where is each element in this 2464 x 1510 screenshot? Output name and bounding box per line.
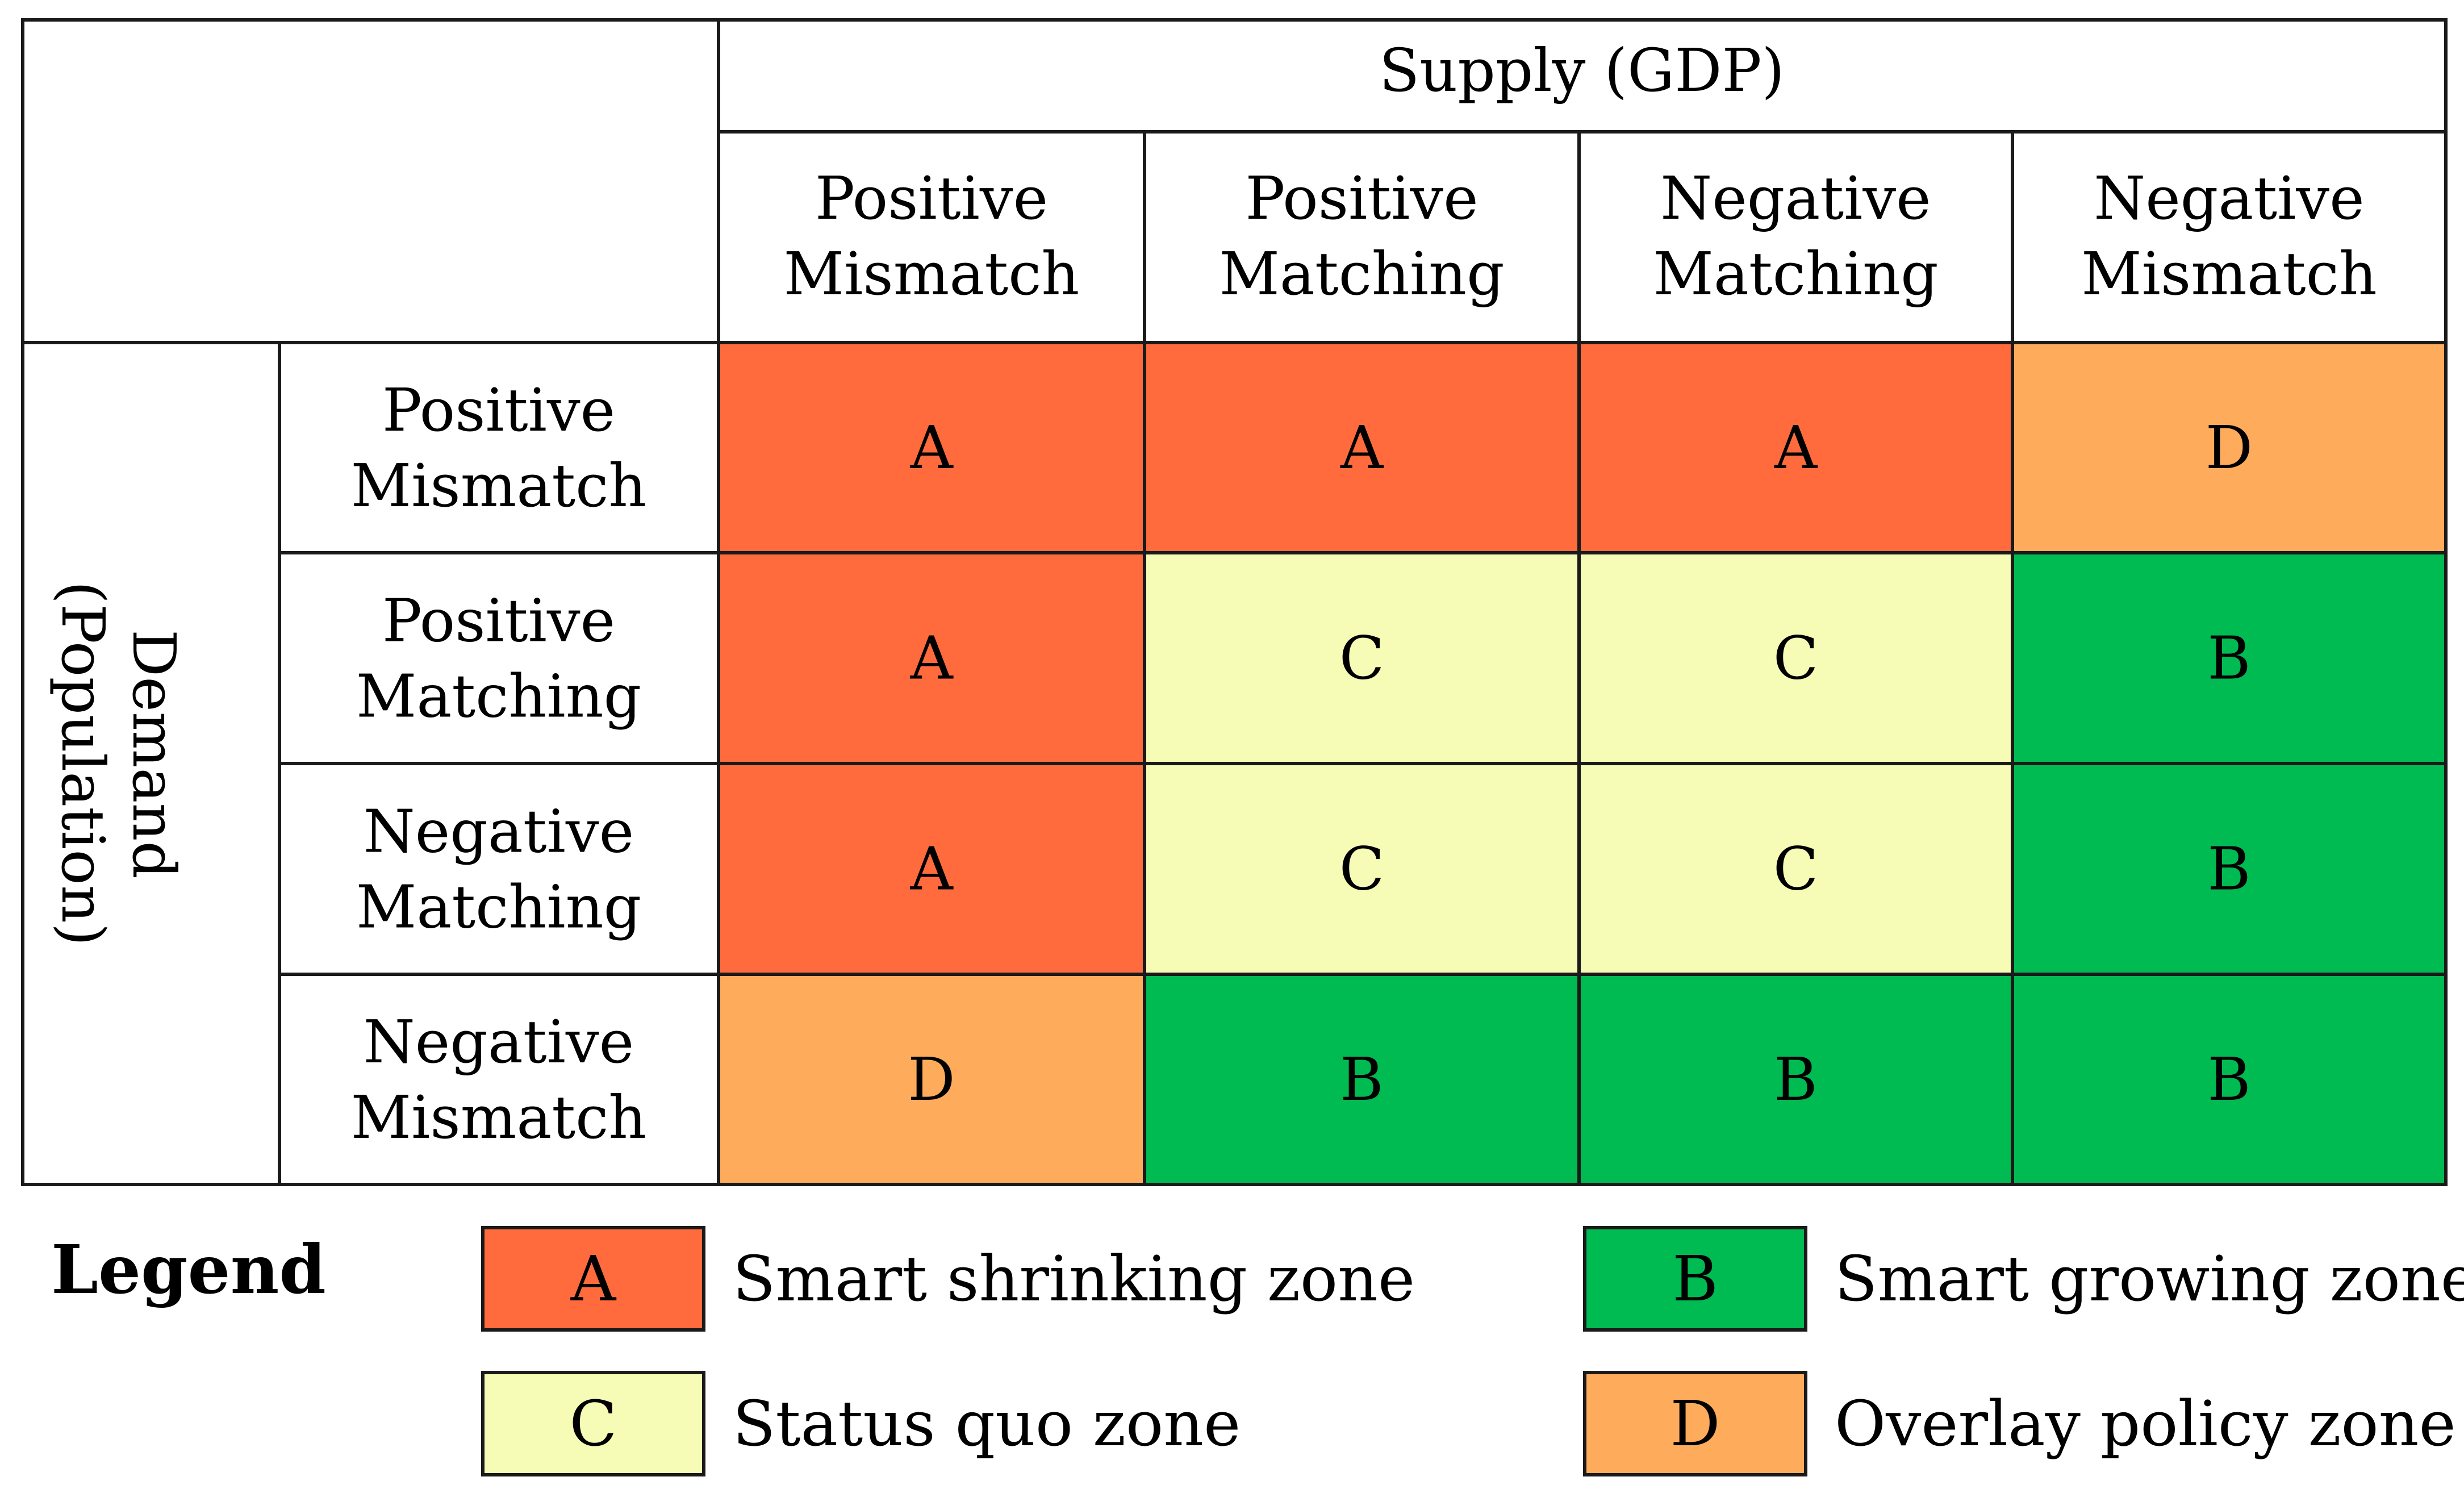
zone-cell-r3-c4: [2012, 764, 2446, 974]
demand-header: Demand (Population): [48, 581, 189, 946]
legend-title: Legend: [51, 1230, 326, 1309]
row-header-1-line-1: Positive: [382, 376, 615, 445]
legend-swatch-d: D: [1583, 1371, 1807, 1476]
row-header-3-line-1: Negative: [364, 797, 634, 866]
row-header-4-line-1: Negative: [364, 1007, 634, 1077]
zone-cell-label-r1-c2: A: [1340, 413, 1384, 482]
row-header-2-line-1: Positive: [382, 586, 615, 656]
zone-matrix: A A A DA C C BA C C BD B B B Supply (GDP) PositiveMi…: [21, 18, 2448, 1186]
zone-cell-r4-c2: [1145, 974, 1579, 1184]
legend-label-b: Smart growing zone: [1835, 1242, 2464, 1315]
zone-cell-label-r4-c1: D: [908, 1045, 955, 1114]
legend-label-a: Smart shrinking zone: [733, 1242, 1415, 1315]
zone-cell-label-r1-c3: A: [1774, 413, 1818, 482]
zone-cell-label-r1-c1: A: [909, 413, 954, 482]
demand-header-line-2: (Population): [48, 581, 118, 946]
legend-swatch-d-code: D: [1670, 1387, 1720, 1460]
zone-cell-label-r3-c3: C: [1773, 835, 1819, 904]
legend-swatch-c-code: C: [569, 1387, 617, 1460]
legend-swatch-a: A: [481, 1226, 705, 1332]
zone-cell-label-r1-c4: D: [2206, 413, 2253, 482]
zone-cell-label-r4-c4: B: [2207, 1045, 2250, 1114]
column-header-3-line-1: Negative: [1660, 164, 1931, 233]
zone-cell-label-r3-c1: A: [909, 835, 954, 904]
row-header-1-line-2: Mismatch: [351, 451, 647, 520]
zone-cell-label-r2-c4: B: [2207, 624, 2250, 693]
row-header-3-line-2: Matching: [356, 873, 641, 942]
column-header-4-line-1: Negative: [2094, 164, 2364, 233]
zone-cell-label-r3-c4: B: [2207, 835, 2250, 904]
column-header-1-line-1: Positive: [815, 164, 1048, 233]
row-header-4-line-2: Mismatch: [351, 1083, 647, 1152]
zone-cell-r1-c1: [719, 343, 1145, 553]
legend-label-d: Overlay policy zone: [1835, 1387, 2456, 1460]
column-header-3-line-2: Matching: [1653, 239, 1938, 308]
legend-label-c: Status quo zone: [733, 1387, 1241, 1460]
zone-cell-r4-c4: [2012, 974, 2446, 1184]
zone-cell-r2-c1: [719, 553, 1145, 764]
zone-cell-label-r2-c3: C: [1773, 624, 1819, 693]
demand-header-line-1: Demand: [119, 629, 189, 879]
zone-cell-label-r2-c2: C: [1339, 624, 1385, 693]
zone-cell-r4-c3: [1579, 974, 2012, 1184]
row-header-2-line-2: Matching: [356, 662, 641, 731]
zone-cell-r3-c1: [719, 764, 1145, 974]
legend-swatch-b: B: [1583, 1226, 1807, 1332]
column-header-2-line-2: Matching: [1219, 239, 1504, 308]
column-header-1-line-2: Mismatch: [784, 239, 1080, 308]
zone-cell-label-r4-c2: B: [1340, 1045, 1383, 1114]
zone-cell-r3-c3: [1579, 764, 2012, 974]
zone-cell-r2-c2: [1145, 553, 1579, 764]
zone-cell-r4-c1: [719, 974, 1145, 1184]
legend-swatch-a-code: A: [570, 1242, 616, 1315]
legend-swatch-b-code: B: [1672, 1242, 1718, 1315]
column-header-2-line-1: Positive: [1245, 164, 1478, 233]
supply-header: Supply (GDP): [1379, 36, 1785, 105]
zone-cell-label-r2-c1: A: [909, 624, 954, 693]
zone-cell-r1-c3: [1579, 343, 2012, 553]
zone-cell-r1-c2: [1145, 343, 1579, 553]
zone-cell-r2-c4: [2012, 553, 2446, 764]
column-header-4-line-2: Mismatch: [2081, 239, 2377, 308]
zone-cell-r3-c2: [1145, 764, 1579, 974]
zone-cell-r1-c4: [2012, 343, 2446, 553]
zone-cell-label-r4-c3: B: [1774, 1045, 1817, 1114]
zone-cell-r2-c3: [1579, 553, 2012, 764]
zone-cell-label-r3-c2: C: [1339, 835, 1385, 904]
legend-swatch-c: C: [481, 1371, 705, 1476]
